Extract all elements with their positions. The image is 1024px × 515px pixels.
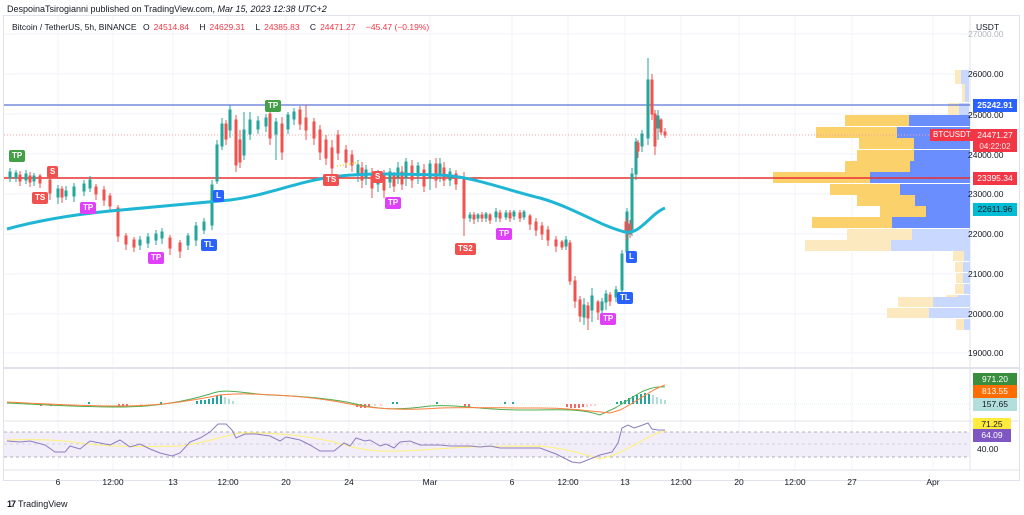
- ma-price-tag: 22611.96: [973, 203, 1017, 216]
- trailing-short-2-marker[interactable]: TS2: [455, 243, 476, 255]
- time-label: 12:00: [670, 477, 692, 487]
- time-label: Apr: [926, 477, 940, 487]
- support-price-tag: 23395.34: [973, 172, 1017, 185]
- close-value: 24471.27: [320, 22, 356, 32]
- time-label: Mar: [422, 477, 438, 487]
- publisher-text: DespoinaTsirogianni published on Trading…: [7, 4, 215, 14]
- resistance-price-tag: 25242.91: [973, 99, 1017, 112]
- time-label: 13: [620, 477, 630, 487]
- chart-frame: [3, 15, 1020, 481]
- price-label: 20000.00: [968, 309, 1004, 319]
- trailing-long-marker[interactable]: TL: [201, 239, 217, 251]
- signal-line: [6, 384, 666, 414]
- macd-pane: [4, 384, 970, 416]
- time-label: 6: [509, 477, 515, 487]
- time-label: 12:00: [784, 477, 806, 487]
- macd-line: [6, 386, 666, 416]
- ohlc-legend: Bitcoin / TetherUS, 5h, BINANCE O 24514.8…: [12, 22, 430, 32]
- time-label: 12:00: [557, 477, 579, 487]
- take-profit-marker[interactable]: TP: [496, 228, 513, 240]
- time-label: 12:00: [217, 477, 239, 487]
- price-label: 22000.00: [968, 229, 1004, 239]
- time-label: 20: [281, 477, 291, 487]
- rsi-pane: [4, 422, 970, 464]
- price-label: 19000.00: [968, 348, 1004, 358]
- signal-value-tag: 813.55: [973, 385, 1017, 398]
- trailing-short-marker[interactable]: TS: [323, 174, 340, 186]
- long-marker[interactable]: L: [213, 190, 224, 202]
- rsi-level-label: 40.00: [977, 444, 999, 454]
- brand-name: TradingView: [18, 499, 68, 509]
- high-value: 24629.31: [209, 22, 245, 32]
- last-price-tag: 24471.27 04:22:02: [973, 129, 1017, 152]
- price-label: 21000.00: [968, 269, 1004, 279]
- footer-brand: 17 TradingView: [7, 499, 68, 509]
- trailing-short-marker[interactable]: TS: [32, 192, 49, 204]
- price-label: 23000.00: [968, 189, 1004, 199]
- price-label: 25000.00: [968, 110, 1004, 120]
- time-label: 27: [847, 477, 857, 487]
- symbol-tag: BTCUSDT: [930, 129, 974, 141]
- trailing-long-marker[interactable]: TL: [617, 292, 633, 304]
- take-profit-marker[interactable]: TP: [600, 313, 617, 325]
- bar-countdown: 04:22:02: [979, 142, 1011, 151]
- symbol-title[interactable]: Bitcoin / TetherUS, 5h, BINANCE: [12, 22, 137, 32]
- take-profit-marker[interactable]: TP: [148, 252, 165, 264]
- time-label: 6: [55, 477, 61, 487]
- currency-label: USDT: [976, 22, 1000, 32]
- time-label: 12:00: [102, 477, 124, 487]
- take-profit-marker[interactable]: TP: [80, 202, 97, 214]
- publish-date: Mar 15, 2023 12:38 UTC+2: [217, 4, 327, 14]
- price-label: 26000.00: [968, 69, 1004, 79]
- short-marker[interactable]: S: [372, 171, 384, 183]
- price-grid: [4, 33, 970, 354]
- short-marker[interactable]: S: [47, 166, 59, 178]
- change-value: −45.47 (−0.19%): [365, 22, 430, 32]
- price-label: 24000.00: [968, 150, 1004, 160]
- tradingview-logo-icon: 17: [7, 499, 16, 509]
- last-price-value: 24471.27: [977, 130, 1013, 140]
- open-value: 24514.84: [153, 22, 190, 32]
- publisher-line: DespoinaTsirogianni published on Trading…: [7, 4, 327, 14]
- time-label: 24: [344, 477, 354, 487]
- take-profit-marker[interactable]: TP: [385, 197, 402, 209]
- rsi-value-tag: 64.09: [973, 429, 1011, 442]
- low-value: 24385.83: [264, 22, 300, 32]
- rsi-line: [6, 422, 665, 464]
- candles: [8, 58, 667, 330]
- long-marker[interactable]: L: [626, 251, 637, 263]
- take-profit-marker[interactable]: TP: [265, 100, 282, 112]
- time-label: 20: [734, 477, 744, 487]
- volume-profile: [773, 70, 970, 330]
- rsi-ma-value-tag: 71.25: [973, 418, 1011, 431]
- time-label: 13: [168, 477, 178, 487]
- macd-value-tag: 971.20: [973, 373, 1017, 386]
- take-profit-marker[interactable]: TP: [9, 150, 26, 162]
- price-label: 27000.00: [968, 29, 1004, 39]
- moving-average-line: [6, 172, 666, 234]
- histogram-value-tag: 157.65: [973, 398, 1017, 411]
